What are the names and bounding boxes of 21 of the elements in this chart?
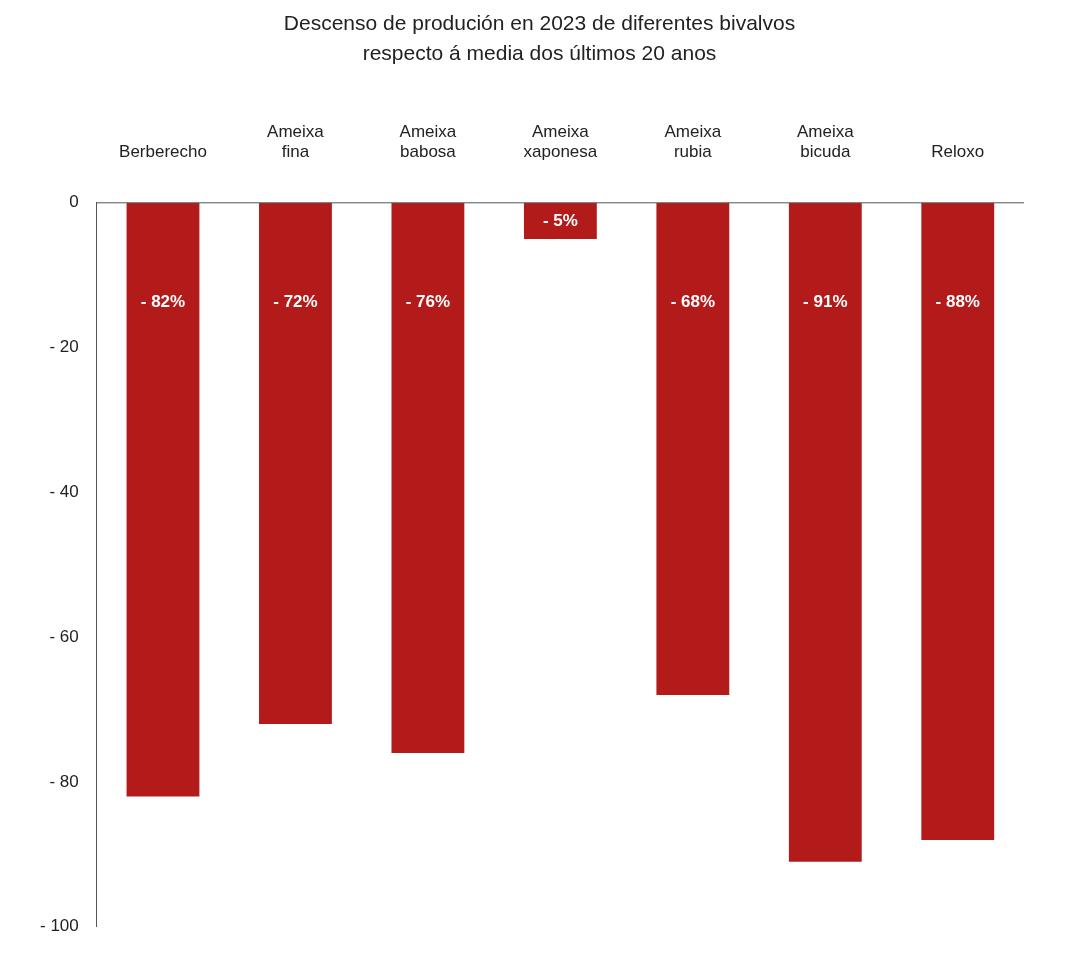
y-tick-label: - 100 bbox=[40, 916, 79, 936]
data-label: - 68% bbox=[670, 292, 716, 312]
x-tick-label: Ameixa bicuda bbox=[796, 121, 855, 162]
data-label: - 72% bbox=[273, 292, 318, 312]
chart-title: Descenso de produción en 2023 de diferentes bivalvos respecto á media dos últimos 20 anos bbox=[282, 10, 797, 66]
y-tick-label: - 20 bbox=[49, 337, 79, 357]
y-tick-label: - 60 bbox=[49, 626, 79, 646]
data-label: - 88% bbox=[935, 292, 980, 312]
data-label: - 91% bbox=[803, 292, 848, 312]
data-label: - 76% bbox=[405, 292, 451, 312]
y-tick-label: 0 bbox=[69, 192, 79, 212]
data-label: - 82% bbox=[140, 292, 186, 312]
x-tick-label: Berberecho bbox=[119, 142, 207, 162]
x-tick-label: Ameixa xaponesa bbox=[523, 121, 598, 162]
x-tick-label: Ameixa babosa bbox=[399, 121, 457, 162]
x-tick-label: Ameixa fina bbox=[267, 121, 325, 162]
data-label: - 5% bbox=[542, 210, 578, 230]
y-tick-label: - 80 bbox=[49, 771, 79, 791]
y-tick-label: - 40 bbox=[49, 482, 79, 502]
x-tick-label: Reloxo bbox=[931, 142, 985, 162]
x-tick-label: Ameixa rubia bbox=[664, 121, 722, 162]
